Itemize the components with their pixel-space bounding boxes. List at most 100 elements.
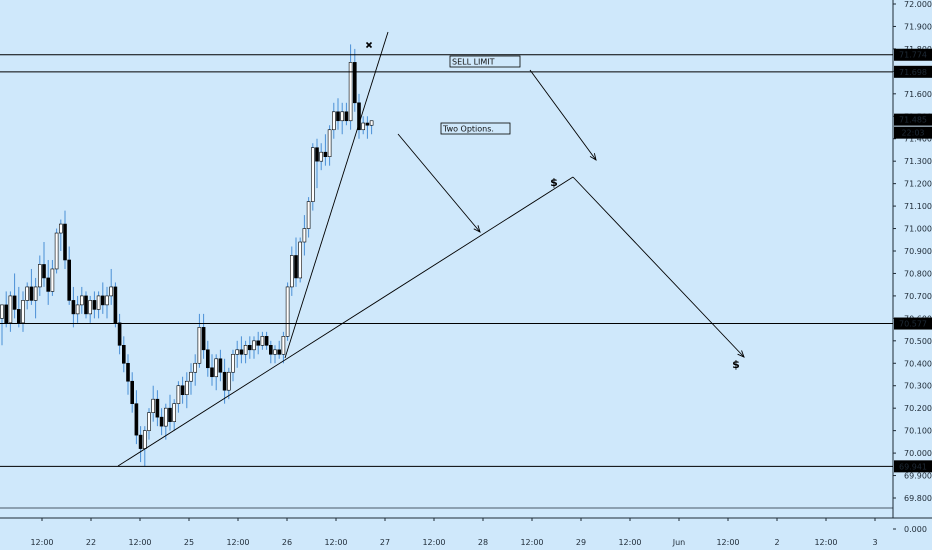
option-arrow-line[interactable] <box>397 133 481 233</box>
y-tick-label: 70.500 <box>904 337 932 346</box>
level-price-label-bg <box>894 460 932 473</box>
x-tick-label: 12:00 <box>422 538 445 547</box>
candle-body <box>180 385 185 396</box>
candle-body <box>365 122 370 126</box>
candle-body <box>306 201 311 229</box>
candle-body <box>88 300 92 315</box>
y-tick-label: 71.200 <box>904 180 932 189</box>
y-tick-label: 70.900 <box>904 247 932 256</box>
x-tick-label: 12:00 <box>520 538 543 547</box>
candle-body <box>294 255 298 279</box>
candle-body <box>122 345 126 364</box>
candle-body <box>4 304 8 324</box>
candle-body <box>16 309 21 324</box>
candle-body <box>336 111 340 122</box>
plot-area[interactable] <box>0 44 893 509</box>
candle-body <box>176 385 181 404</box>
candle-body <box>143 430 147 449</box>
current-price-label: 71.485 <box>899 116 927 125</box>
time-label: 22:03 <box>901 129 924 138</box>
candle-body <box>54 232 59 270</box>
candle-body <box>264 336 269 346</box>
candle-body <box>67 259 71 301</box>
candle-body <box>248 345 252 351</box>
candle-body <box>159 416 164 427</box>
candle-body <box>80 295 84 306</box>
x-tick-label: 12:00 <box>716 538 739 547</box>
x-tick-label: 12:00 <box>618 538 641 547</box>
candle-body <box>29 286 34 301</box>
candle-body <box>0 304 4 319</box>
price-axis[interactable]: 72.00071.90071.80071.70071.60071.50071.4… <box>892 0 932 534</box>
y-tick-label: 70.200 <box>904 404 932 413</box>
candle-body <box>151 398 155 413</box>
candle-body <box>130 380 134 404</box>
x-tick-label: Jun <box>672 538 686 547</box>
option-arrow-head <box>473 225 481 233</box>
candle-body <box>50 268 55 292</box>
projection-arrowhead <box>737 350 745 358</box>
level-price-label: 71.774 <box>899 51 927 60</box>
time-label-bg <box>894 126 932 139</box>
candle-body <box>323 151 328 157</box>
candle-body <box>134 403 139 436</box>
y-tick-label: 71.400 <box>904 135 932 144</box>
candle-body <box>201 327 206 351</box>
candle-body <box>289 255 294 288</box>
steep-trendline[interactable] <box>284 31 389 359</box>
sell-limit-box[interactable] <box>449 55 521 68</box>
candle-body <box>344 111 349 122</box>
y-tick-label: 71.900 <box>904 22 932 31</box>
two-options-label: Two Options. <box>442 125 494 134</box>
candle-body <box>71 300 76 315</box>
candle-body <box>126 362 130 382</box>
x-tick-label: 3 <box>872 538 877 547</box>
candle-body <box>101 295 105 306</box>
sell-limit-arrow-head <box>589 153 597 161</box>
candle-body <box>302 228 307 243</box>
candle-body <box>260 336 265 346</box>
y-tick-label: 69.900 <box>904 472 932 481</box>
candle-body <box>319 151 324 162</box>
y-tick-label: 71.600 <box>904 90 932 99</box>
level-price-label-bg <box>894 317 932 330</box>
candle-body <box>315 147 319 162</box>
level-price-label: 69.941 <box>899 462 927 471</box>
candle-body <box>285 286 290 337</box>
y-tick-label: 70.400 <box>904 359 932 368</box>
candle-body <box>33 286 38 301</box>
level-price-label: 70.577 <box>899 320 927 329</box>
candle-body <box>227 371 231 391</box>
two-options-box[interactable] <box>440 122 511 135</box>
candle-body <box>310 147 315 202</box>
candle-body <box>357 102 361 131</box>
dollar-marker-upper: $ <box>550 176 558 189</box>
candle-body <box>105 295 109 306</box>
candle-body <box>75 304 80 315</box>
candle-body <box>63 223 67 261</box>
level-price-label-bg <box>894 65 932 78</box>
candle-body <box>348 62 353 122</box>
candle-body <box>197 327 202 364</box>
sell-limit-arrow-line[interactable] <box>529 69 597 161</box>
y-tick-label: 71.100 <box>904 202 932 211</box>
candle-body <box>21 300 25 324</box>
candle-body <box>113 286 118 324</box>
candle-body <box>281 336 286 355</box>
candle-body <box>172 403 176 422</box>
y-bottom-label: 0.000 <box>904 525 927 534</box>
candle-body <box>210 367 214 378</box>
candle-body <box>252 340 256 351</box>
level-price-label: 71.698 <box>899 68 927 77</box>
time-axis[interactable]: 12:00 22 12:00 25 12:00 26 12:00 27 12:00 28 12:00… <box>0 517 932 547</box>
candle-body <box>273 349 277 355</box>
y-tick-label: 71.300 <box>904 157 932 166</box>
candle-body <box>37 264 42 288</box>
candle-body <box>58 223 63 234</box>
candle-body <box>117 322 122 346</box>
support-trendline[interactable] <box>117 176 574 467</box>
peak-x-marker <box>365 41 373 49</box>
candle-body <box>155 398 160 418</box>
projection-line[interactable] <box>572 176 745 358</box>
